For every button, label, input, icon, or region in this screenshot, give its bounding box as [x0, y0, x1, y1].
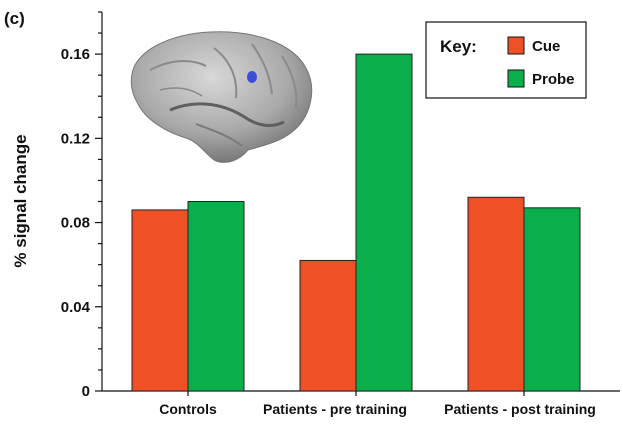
y-ticks: 0 0.04 0.08 0.12 0.16 — [61, 11, 102, 400]
legend-swatch-cue — [507, 36, 525, 55]
y-tick-label: 0.12 — [61, 130, 90, 147]
x-category-label: Controls — [159, 401, 217, 417]
legend-label-cue: Cue — [532, 38, 560, 55]
y-tick-label: 0.08 — [61, 215, 90, 232]
bar-cue-1 — [131, 209, 189, 392]
legend: Key: Cue Probe — [425, 21, 587, 99]
bar-cue-3 — [467, 196, 525, 392]
panel-label: (c) — [4, 9, 25, 28]
bar-probe-3 — [523, 207, 581, 392]
bar-probe-2 — [355, 53, 413, 392]
x-category-label: Patients - post training — [444, 401, 596, 417]
y-tick-label: 0 — [82, 383, 90, 400]
bar-probe-1 — [187, 201, 245, 392]
bars — [131, 53, 581, 396]
bar-cue-2 — [299, 259, 357, 392]
legend-title: Key: — [440, 37, 477, 56]
x-labels: Controls Patients - pre training Patients … — [159, 401, 596, 417]
legend-swatch-probe — [507, 69, 525, 88]
x-category-label: Patients - pre training — [263, 401, 407, 417]
legend-box — [425, 21, 587, 99]
y-tick-label: 0.16 — [61, 46, 90, 63]
legend-label-probe: Probe — [532, 71, 575, 88]
brain-surface-icon — [130, 31, 313, 163]
y-axis-label: % signal change — [11, 134, 30, 267]
y-tick-label: 0.04 — [61, 299, 91, 316]
